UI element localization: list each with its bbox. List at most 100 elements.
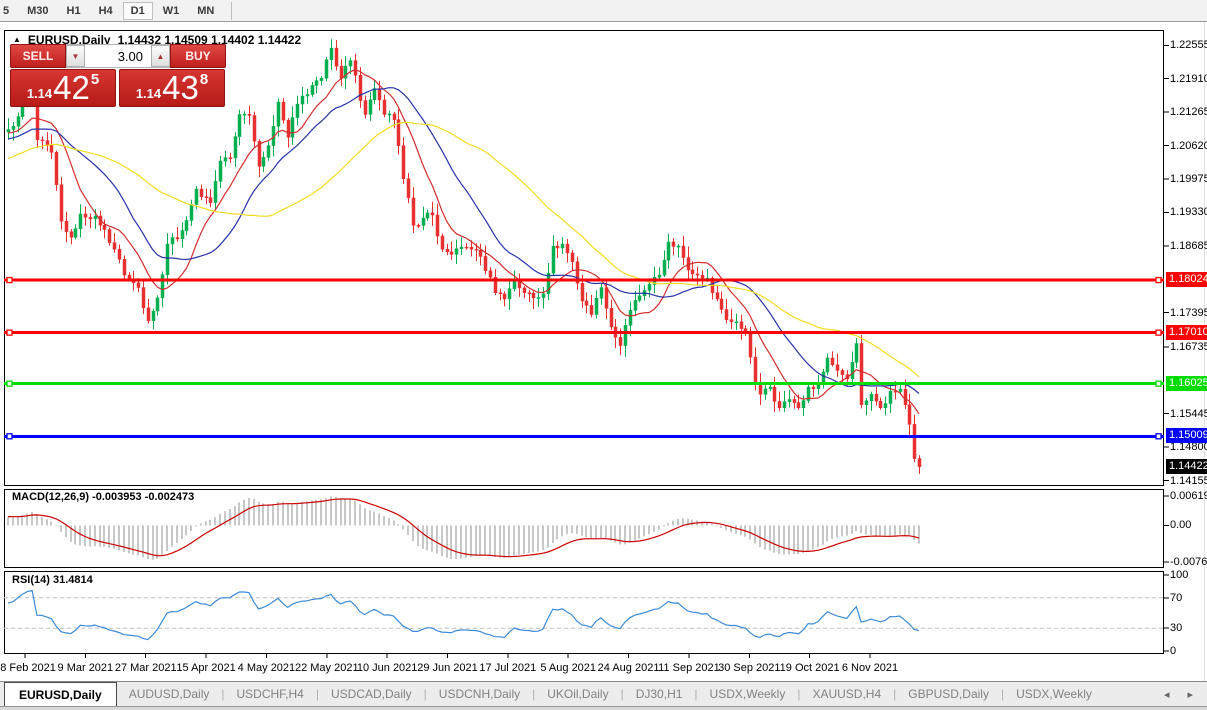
date-axis-label: 27 Mar 2021 (114, 662, 177, 674)
rsi-label: RSI(14) 31.4814 (12, 574, 93, 586)
price-level-label: 1.14422 (1166, 458, 1207, 474)
chart-tabbar: EURUSD,Daily AUDUSD,Daily | USDCHF,H4 | USDCA… (0, 681, 1207, 706)
tab-separator: | (221, 687, 225, 701)
axis-tick-label: 0.006193 (1170, 489, 1207, 502)
axis-tick-label: 0 (1170, 645, 1177, 657)
rsi-line (7, 589, 920, 641)
date-axis-label: 24 Aug 2021 (597, 662, 660, 674)
window-right-edge (1204, 22, 1205, 682)
buy-button[interactable]: BUY (170, 44, 226, 68)
axis-tick-label: 30 (1170, 622, 1183, 635)
date-axis-label: 6 Nov 2021 (841, 662, 899, 674)
buy-price-sup: 8 (199, 71, 209, 88)
sell-quote-panel[interactable]: 1.14 42 5 (10, 69, 116, 107)
axis-tick-label: -0.007621 (1170, 555, 1207, 568)
price-level-label: 1.15009 (1166, 428, 1207, 444)
sell-price-prefix: 1.14 (26, 86, 53, 101)
price-level-label: 1.16025 (1166, 375, 1207, 391)
one-click-trade-panel: SELL ▼ ▲ BUY 1.14 42 5 1.14 43 8 (10, 44, 226, 107)
axis-tick-label: 0.00 (1170, 519, 1192, 532)
chart-symbol-label: EURUSD,Daily (27, 33, 111, 47)
timeframe-button-h1[interactable]: H1 (66, 4, 81, 17)
volume-input[interactable] (85, 45, 151, 67)
tabs-scroll-left-icon[interactable]: ◂ (1163, 689, 1170, 701)
date-axis-label: 19 Oct 2021 (779, 662, 840, 674)
volume-decrease-button[interactable]: ▼ (66, 45, 85, 67)
date-axis-label: 15 Apr 2021 (176, 662, 236, 674)
sell-button[interactable]: SELL (10, 44, 66, 68)
volume-increase-button[interactable]: ▲ (151, 45, 170, 67)
axis-tick-label: 1.14800 (1170, 441, 1207, 454)
volume-control: ▼ ▲ (66, 44, 170, 68)
tab-separator: | (620, 687, 624, 701)
macd-label: MACD(12,26,9) -0.003953 -0.002473 (12, 491, 195, 503)
axis-tick-label: 1.21265 (1170, 106, 1207, 119)
buy-quote-panel[interactable]: 1.14 43 8 (119, 69, 225, 107)
chart-ohlc-values: 1.14432 1.14509 1.14402 1.14422 (117, 33, 302, 47)
tab-dj30-h1[interactable]: DJ30,H1 (635, 687, 683, 701)
axis-tick-label: 1.15445 (1170, 407, 1207, 420)
price-chart-canvas[interactable] (4, 30, 1204, 658)
tab-separator: | (797, 687, 801, 701)
date-axis-label: 18 Feb 2021 (0, 662, 56, 674)
tab-separator: | (893, 687, 897, 701)
sell-price-sup: 5 (90, 71, 100, 88)
date-axis-label: 30 Sep 2021 (718, 662, 781, 674)
date-axis-label: 11 Sep 2021 (658, 662, 720, 674)
axis-tick-label: 1.21910 (1170, 72, 1207, 85)
timeframe-button-w1[interactable]: W1 (162, 4, 180, 17)
timeframe-button-h4[interactable]: H4 (98, 4, 113, 17)
tab-xauusd-h4[interactable]: XAUUSD,H4 (812, 687, 882, 701)
timeframe-button-m30[interactable]: M30 (27, 4, 49, 17)
toolbar-separator (231, 1, 233, 20)
date-axis-label: 5 Aug 2021 (540, 662, 597, 674)
tab-separator: | (315, 687, 319, 701)
sell-price-main: 42 (53, 69, 90, 106)
axis-tick-label: 1.17395 (1170, 306, 1207, 319)
ma-line-10 (7, 69, 920, 415)
axis-tick-label: 1.20620 (1170, 139, 1207, 152)
macd-histogram (7, 496, 920, 560)
tab-usdx-weekly[interactable]: USDX,Weekly (1016, 687, 1092, 701)
timeframe-toolbar: 5 M30 H1 H4 D1 W1 MN (0, 0, 1207, 22)
date-axis-label: 29 Jun 2021 (417, 662, 478, 674)
spin-up-icon: ▲ (156, 51, 165, 61)
spin-down-icon: ▼ (71, 51, 80, 61)
date-axis-label: 9 Mar 2021 (57, 662, 114, 674)
tab-usdchf-h4[interactable]: USDCHF,H4 (236, 687, 304, 701)
axis-tick-label: 1.22555 (1170, 39, 1207, 52)
trade-panel-toggle-icon[interactable]: ▲ (13, 34, 21, 44)
timeframe-button-d1[interactable]: D1 (122, 1, 153, 20)
date-axis-label: 4 May 2021 (237, 662, 296, 674)
tab-usdcad-daily[interactable]: USDCAD,Daily (330, 687, 412, 701)
tab-separator: | (532, 687, 536, 701)
date-axis-label: 17 Jul 2021 (479, 662, 537, 674)
tab-separator: | (694, 687, 698, 701)
axis-tick-label: 1.19975 (1170, 172, 1207, 185)
tabs-scroll-right-icon[interactable]: ▸ (1187, 689, 1193, 701)
tab-separator: | (1000, 687, 1005, 701)
axis-tick-label: 70 (1170, 591, 1183, 604)
macd-signal-line (7, 498, 920, 558)
date-axis-label: 10 Jun 2021 (356, 662, 418, 674)
chart-header: ▲ EURUSD,Daily 1.14432 1.14509 1.14402 1… (13, 33, 301, 47)
tab-gbpusd-daily[interactable]: GBPUSD,Daily (908, 687, 989, 701)
buy-price-prefix: 1.14 (135, 86, 162, 101)
axis-tick-label: 1.16735 (1170, 340, 1207, 353)
tab-audusd-daily[interactable]: AUDUSD,Daily (128, 687, 210, 701)
tab-usdcnh-daily[interactable]: USDCNH,Daily (438, 687, 521, 701)
axis-tick-label: 1.14155 (1170, 474, 1207, 487)
tab-eurusd-daily[interactable]: EURUSD,Daily (4, 682, 117, 706)
tab-separator: | (423, 687, 427, 701)
window-bottom-edge (0, 706, 1207, 710)
tab-ukoil-daily[interactable]: UKOil,Daily (547, 687, 609, 701)
price-level-label: 1.17010 (1166, 324, 1207, 340)
tab-usdx-weekly[interactable]: USDX,Weekly (709, 687, 786, 701)
timeframe-button-5[interactable]: 5 (3, 4, 10, 17)
axis-tick-label: 100 (1170, 569, 1189, 581)
ma-line-45 (7, 121, 920, 378)
axis-tick-label: 1.19330 (1170, 206, 1207, 219)
timeframe-button-mn[interactable]: MN (197, 4, 215, 17)
ma-line-21 (7, 87, 920, 394)
